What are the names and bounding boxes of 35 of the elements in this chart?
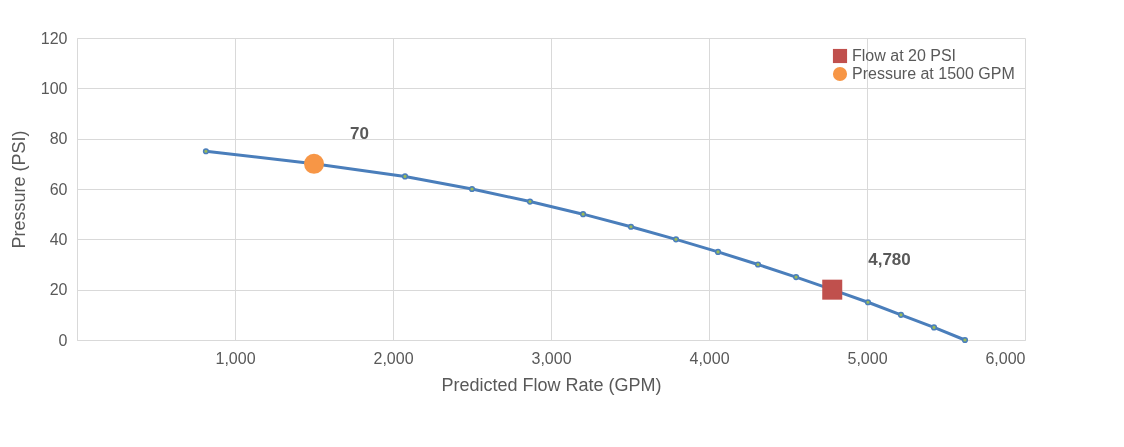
y-tick-label: 120 [40, 29, 68, 47]
point [401, 173, 409, 180]
point [672, 236, 680, 243]
y-tick-label: 40 [49, 230, 68, 248]
y-tick-label: 100 [40, 79, 68, 97]
point [579, 211, 587, 218]
point [792, 273, 800, 281]
annotation: 4,780 [868, 249, 911, 269]
point [526, 198, 534, 205]
point [961, 336, 969, 344]
y-axis-title: Pressure (PSI) [8, 130, 29, 249]
y-tick-label: 0 [58, 331, 68, 349]
point [754, 261, 762, 268]
y-tick-label: 60 [49, 180, 68, 198]
x-tick-label: 2,000 [373, 349, 414, 367]
annotation: 70 [350, 123, 369, 143]
point [822, 279, 843, 300]
x-tick-label: 4,000 [689, 349, 730, 367]
point [468, 185, 476, 193]
point [304, 153, 324, 174]
point [627, 223, 635, 230]
legend-label: Flow at 20 PSI [852, 47, 957, 64]
y-tick-label: 80 [49, 130, 68, 148]
point [864, 299, 872, 306]
x-tick-label: 5,000 [847, 349, 888, 367]
point [930, 324, 938, 331]
point [897, 311, 905, 318]
point [714, 248, 722, 256]
x-tick-label: 6,000 [985, 349, 1026, 367]
x-axis-title: Predicted Flow Rate (GPM) [441, 374, 662, 395]
x-tick-label: 3,000 [531, 349, 572, 367]
x-tick-label: 1,000 [215, 349, 256, 367]
legend-label: Pressure at 1500 GPM [852, 65, 1015, 82]
y-tick-label: 20 [49, 281, 68, 299]
point [202, 148, 210, 155]
